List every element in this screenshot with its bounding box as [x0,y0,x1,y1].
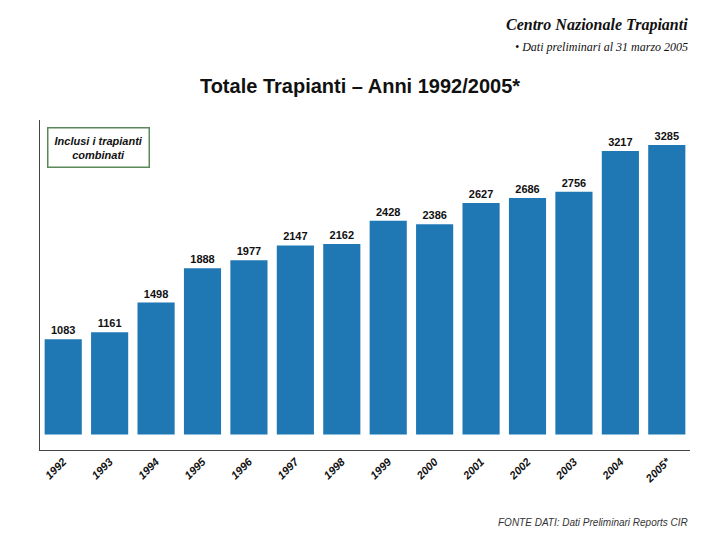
svg-text:3217: 3217 [608,136,632,148]
svg-text:1888: 1888 [190,253,214,265]
svg-text:1996: 1996 [228,455,254,481]
svg-text:2162: 2162 [330,229,354,241]
svg-text:FONTE DATI: Dati Preliminari R: FONTE DATI: Dati Preliminari Reports CIR [498,517,688,528]
svg-text:2627: 2627 [469,188,493,200]
svg-text:2004: 2004 [599,456,626,483]
svg-text:1994: 1994 [136,456,162,482]
svg-text:Totale Trapianti – Anni 1992/2: Totale Trapianti – Anni 1992/2005* [200,75,520,97]
svg-text:1083: 1083 [51,324,75,336]
svg-text:2756: 2756 [562,177,586,189]
svg-text:1997: 1997 [275,455,301,481]
svg-text:Inclusi i trapianticombinati: Inclusi i trapianticombinati [55,135,143,161]
svg-text:1977: 1977 [237,245,261,257]
svg-text:2147: 2147 [283,230,307,242]
svg-text:2428: 2428 [376,206,400,218]
svg-text:Centro Nazionale Trapianti: Centro Nazionale Trapianti [506,16,688,34]
svg-text:1992: 1992 [43,456,69,482]
svg-text:2000: 2000 [413,455,440,482]
svg-text:• Dati preliminari al 31 marzo: • Dati preliminari al 31 marzo 2005 [515,40,688,54]
svg-text:2001: 2001 [460,456,487,483]
svg-text:1161: 1161 [98,317,122,329]
svg-text:2386: 2386 [422,209,446,221]
svg-text:1998: 1998 [321,455,347,481]
svg-text:3285: 3285 [655,130,679,142]
svg-text:1995: 1995 [182,455,208,481]
svg-text:1993: 1993 [89,456,115,482]
svg-text:1498: 1498 [144,288,168,300]
svg-text:1999: 1999 [368,455,394,481]
svg-text:2003: 2003 [553,456,580,483]
svg-text:2002: 2002 [506,456,533,483]
svg-text:2005*: 2005* [643,455,673,485]
svg-text:2686: 2686 [515,183,539,195]
